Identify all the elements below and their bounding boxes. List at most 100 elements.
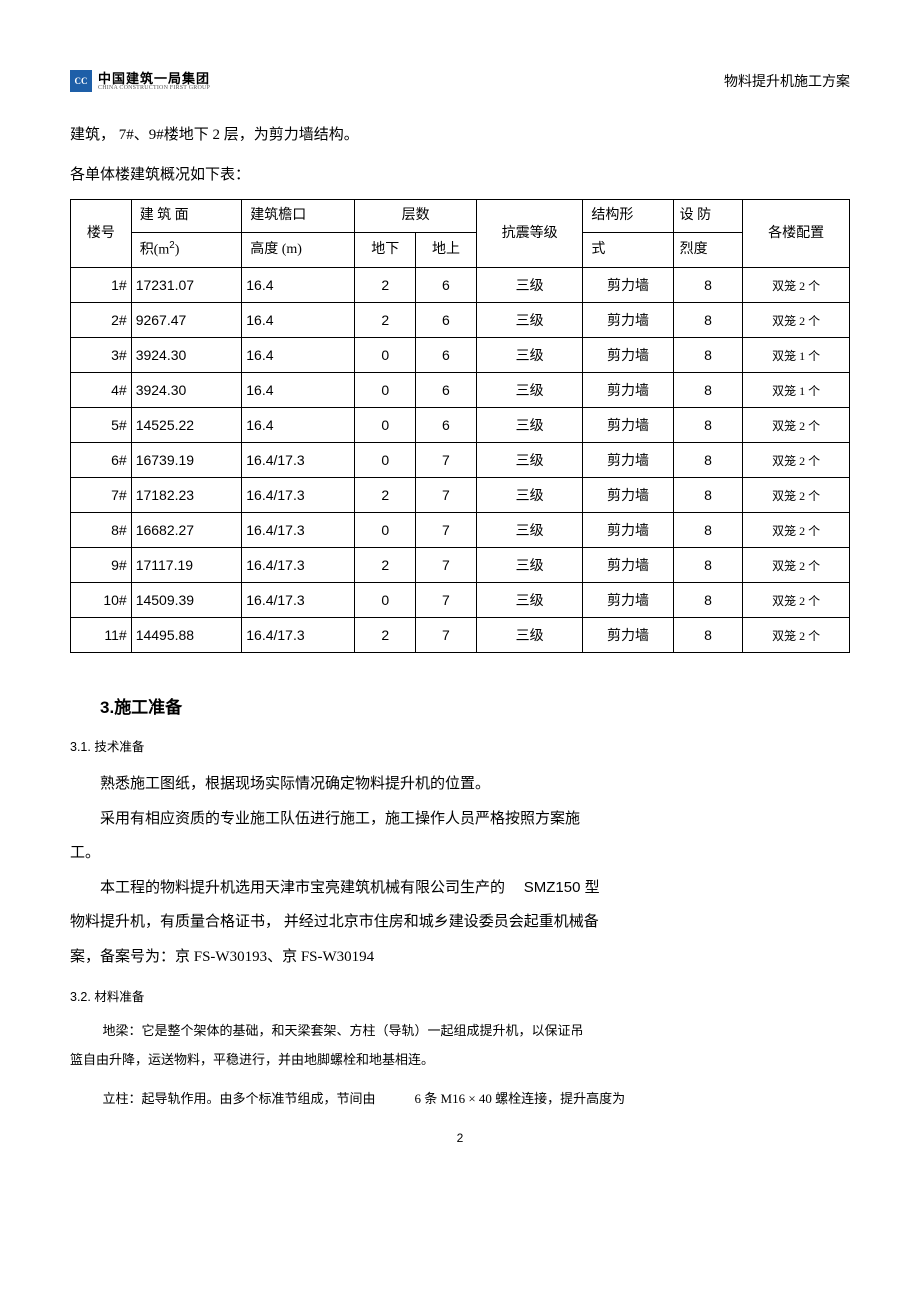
table-cell: 8 xyxy=(673,373,743,408)
table-cell: 3# xyxy=(71,338,132,373)
table-row: 9#17117.1916.4/17.327三级剪力墙8双笼 2 个 xyxy=(71,548,850,583)
table-cell: 剪力墙 xyxy=(583,408,673,443)
table-cell: 16.4 xyxy=(242,268,355,303)
th-above: 地上 xyxy=(416,233,477,268)
table-cell: 双笼 2 个 xyxy=(743,443,850,478)
th-area-top: 建 筑 面 xyxy=(131,200,242,233)
table-cell: 6 xyxy=(416,408,477,443)
table-cell: 14525.22 xyxy=(131,408,242,443)
table-cell: 16.4/17.3 xyxy=(242,618,355,653)
table-cell: 16.4 xyxy=(242,338,355,373)
table-cell: 0 xyxy=(355,443,416,478)
table-cell: 0 xyxy=(355,408,416,443)
table-cell: 9# xyxy=(71,548,132,583)
p-tech-5: 案，备案号为：京 FS-W30193、京 FS-W30194 xyxy=(70,940,850,975)
table-cell: 8 xyxy=(673,338,743,373)
table-cell: 三级 xyxy=(476,338,583,373)
table-cell: 16739.19 xyxy=(131,443,242,478)
table-row: 4#3924.3016.406三级剪力墙8双笼 1 个 xyxy=(71,373,850,408)
table-cell: 8# xyxy=(71,513,132,548)
intro-line-2: 各单体楼建筑概况如下表： xyxy=(70,160,850,192)
table-cell: 0 xyxy=(355,583,416,618)
th-below: 地下 xyxy=(355,233,416,268)
p-tech-3: 本工程的物料提升机选用天津市宝亮建筑机械有限公司生产的 SMZ150 型 xyxy=(70,871,850,906)
page-header: CC 中国建筑一局集团 CHINA CONSTRUCTION FIRST GRO… xyxy=(70,70,850,92)
table-cell: 10# xyxy=(71,583,132,618)
table-cell: 剪力墙 xyxy=(583,478,673,513)
table-cell: 2 xyxy=(355,548,416,583)
p-tech-2a: 采用有相应资质的专业施工队伍进行施工，施工操作人员严格按照方案施 xyxy=(70,802,850,837)
table-cell: 16682.27 xyxy=(131,513,242,548)
table-cell: 0 xyxy=(355,373,416,408)
table-cell: 三级 xyxy=(476,583,583,618)
logo-cn: 中国建筑一局集团 xyxy=(98,72,210,85)
th-building-no: 楼号 xyxy=(71,200,132,268)
table-cell: 6 xyxy=(416,373,477,408)
table-cell: 双笼 2 个 xyxy=(743,618,850,653)
table-cell: 6 xyxy=(416,338,477,373)
table-cell: 16.4/17.3 xyxy=(242,583,355,618)
p-tech-1: 熟悉施工图纸，根据现场实际情况确定物料提升机的位置。 xyxy=(70,767,850,802)
table-cell: 16.4/17.3 xyxy=(242,548,355,583)
table-row: 2#9267.4716.426三级剪力墙8双笼 2 个 xyxy=(71,303,850,338)
table-cell: 9267.47 xyxy=(131,303,242,338)
table-body: 1#17231.0716.426三级剪力墙8双笼 2 个2#9267.4716.… xyxy=(71,268,850,653)
table-cell: 14509.39 xyxy=(131,583,242,618)
table-cell: 三级 xyxy=(476,513,583,548)
table-cell: 7 xyxy=(416,478,477,513)
table-cell: 16.4/17.3 xyxy=(242,443,355,478)
table-cell: 三级 xyxy=(476,443,583,478)
building-overview-table: 楼号 建 筑 面 建筑檐口 层数 抗震等级 结构形 设 防 各楼配置 积(m2)… xyxy=(70,199,850,653)
table-cell: 8 xyxy=(673,583,743,618)
table-cell: 7 xyxy=(416,618,477,653)
table-cell: 3924.30 xyxy=(131,338,242,373)
table-cell: 17117.19 xyxy=(131,548,242,583)
th-def-top: 设 防 xyxy=(673,200,743,233)
table-cell: 6# xyxy=(71,443,132,478)
table-cell: 双笼 2 个 xyxy=(743,478,850,513)
th-eaves-bot: 高度 (m) xyxy=(242,233,355,268)
table-cell: 剪力墙 xyxy=(583,338,673,373)
table-cell: 8 xyxy=(673,618,743,653)
header-right-text: 物料提升机施工方案 xyxy=(724,71,850,91)
subsection-3-1: 3.1. 技术准备 xyxy=(70,736,850,755)
subsection-3-2: 3.2. 材料准备 xyxy=(70,986,850,1005)
table-head-row-1: 楼号 建 筑 面 建筑檐口 层数 抗震等级 结构形 设 防 各楼配置 xyxy=(71,200,850,233)
th-config: 各楼配置 xyxy=(743,200,850,268)
p-tech-2b: 工。 xyxy=(70,836,850,871)
table-cell: 16.4/17.3 xyxy=(242,513,355,548)
table-cell: 双笼 2 个 xyxy=(743,303,850,338)
logo-icon: CC xyxy=(70,70,92,92)
table-cell: 剪力墙 xyxy=(583,583,673,618)
table-cell: 双笼 2 个 xyxy=(743,583,850,618)
table-row: 5#14525.2216.406三级剪力墙8双笼 2 个 xyxy=(71,408,850,443)
table-cell: 17231.07 xyxy=(131,268,242,303)
table-cell: 三级 xyxy=(476,478,583,513)
logo-block: CC 中国建筑一局集团 CHINA CONSTRUCTION FIRST GRO… xyxy=(70,70,210,92)
table-cell: 2 xyxy=(355,478,416,513)
table-cell: 剪力墙 xyxy=(583,443,673,478)
p-tech-4: 物料提升机，有质量合格证书， 并经过北京市住房和城乡建设委员会起重机械备 xyxy=(70,905,850,940)
table-cell: 2 xyxy=(355,268,416,303)
table-cell: 16.4/17.3 xyxy=(242,478,355,513)
intro-line-1: 建筑， 7#、9#楼地下 2 层，为剪力墙结构。 xyxy=(70,120,850,152)
table-row: 10#14509.3916.4/17.307三级剪力墙8双笼 2 个 xyxy=(71,583,850,618)
table-cell: 三级 xyxy=(476,408,583,443)
table-cell: 2# xyxy=(71,303,132,338)
table-row: 3#3924.3016.406三级剪力墙8双笼 1 个 xyxy=(71,338,850,373)
table-cell: 3924.30 xyxy=(131,373,242,408)
table-cell: 剪力墙 xyxy=(583,303,673,338)
th-area-bot: 积(m2) xyxy=(131,233,242,268)
th-eaves-top: 建筑檐口 xyxy=(242,200,355,233)
table-cell: 7 xyxy=(416,548,477,583)
table-cell: 14495.88 xyxy=(131,618,242,653)
table-cell: 5# xyxy=(71,408,132,443)
table-cell: 剪力墙 xyxy=(583,513,673,548)
table-cell: 8 xyxy=(673,408,743,443)
table-cell: 三级 xyxy=(476,618,583,653)
p-mat-3: 立柱：起导轨作用。由多个标准节组成，节间由 6 条 M16 × 40 螺栓连接，… xyxy=(70,1085,850,1114)
table-cell: 0 xyxy=(355,338,416,373)
table-cell: 0 xyxy=(355,513,416,548)
table-row: 1#17231.0716.426三级剪力墙8双笼 2 个 xyxy=(71,268,850,303)
table-row: 7#17182.2316.4/17.327三级剪力墙8双笼 2 个 xyxy=(71,478,850,513)
